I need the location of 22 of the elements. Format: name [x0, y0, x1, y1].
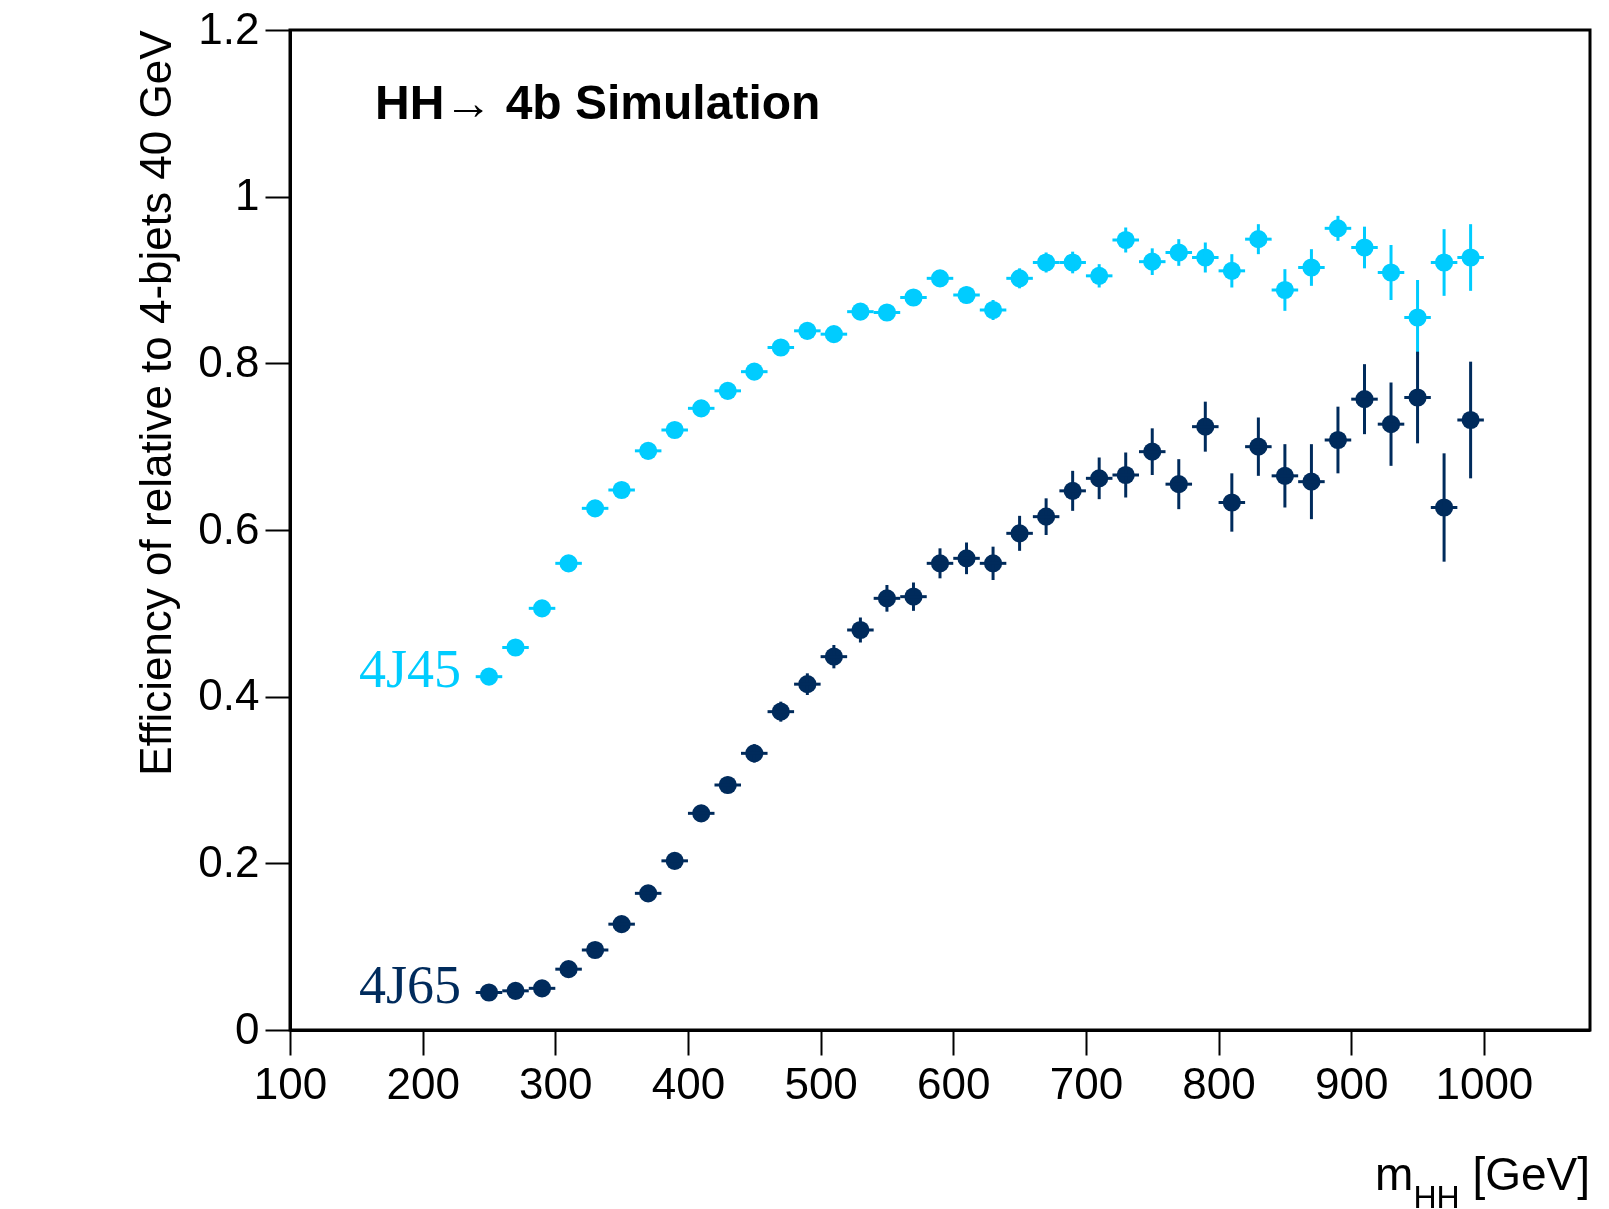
y-tick-label: 0.6: [198, 503, 260, 553]
x-tick-label: 400: [651, 1058, 726, 1108]
series-label: 4J45: [358, 638, 461, 699]
y-tick-label: 0.2: [198, 836, 260, 886]
x-tick-label: 700: [1049, 1058, 1124, 1108]
x-tick-label: 800: [1182, 1058, 1256, 1108]
y-tick-label: 0.4: [198, 670, 260, 720]
x-tick-label: 300: [519, 1058, 593, 1108]
x-axis-title: m$_{HH}$ [GeV]: [1375, 1148, 1590, 1209]
y-tick-label: 0: [235, 1003, 260, 1053]
series-label: 4J65: [358, 954, 461, 1015]
x-tick-label: 500: [784, 1058, 858, 1108]
x-tick-label: 200: [386, 1058, 460, 1108]
x-tick-label: 600: [917, 1058, 991, 1108]
annotation: HH→ 4b Simulation: [375, 76, 821, 129]
y-tick-label: 1: [235, 170, 260, 220]
y-tick-label: 1.2: [198, 3, 260, 53]
x-tick-label: 900: [1315, 1058, 1389, 1108]
x-tick-label: 100: [253, 1058, 328, 1108]
y-axis-title: Efficiency of relative to 4-bjets 40 GeV: [131, 29, 181, 776]
x-tick-label: 1000: [1435, 1058, 1534, 1108]
y-tick-label: 0.8: [198, 336, 260, 386]
